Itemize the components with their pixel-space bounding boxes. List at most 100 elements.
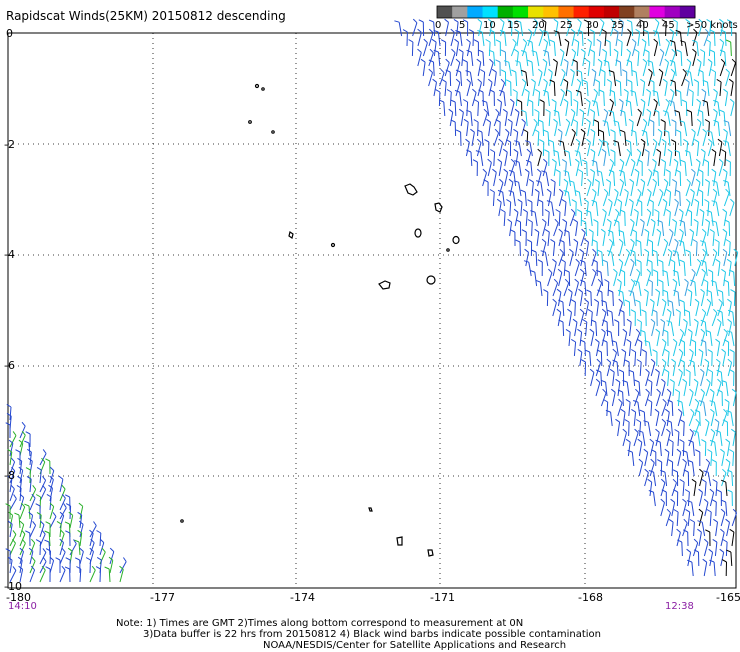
wind-barb	[494, 109, 499, 126]
wind-barb	[625, 249, 630, 266]
wind-barb	[620, 179, 624, 196]
wind-barb	[647, 269, 651, 286]
wind-barb	[664, 179, 668, 196]
wind-barb	[634, 429, 638, 446]
wind-barb	[726, 459, 730, 476]
wind-barb	[631, 310, 635, 326]
wind-barb	[525, 249, 529, 266]
wind-barb	[644, 289, 648, 306]
wind-barb	[731, 59, 735, 76]
legend-label: 0	[435, 20, 441, 31]
wind-barb	[514, 129, 518, 146]
wind-barb	[619, 99, 623, 116]
wind-barb	[576, 90, 582, 106]
wind-barb	[701, 289, 705, 306]
wind-barb	[723, 209, 727, 226]
wind-barb	[486, 119, 490, 136]
wind-barb	[501, 210, 505, 227]
wind-barb	[602, 49, 606, 66]
legend-swatch	[634, 6, 650, 18]
wind-barb	[552, 159, 556, 176]
wind-barb	[514, 209, 518, 226]
wind-barb	[574, 239, 578, 256]
lon-tick-174: -174	[290, 592, 315, 604]
wind-barb	[730, 529, 734, 546]
wind-barb	[571, 29, 575, 46]
wind-barb	[554, 119, 558, 136]
wind-barb	[418, 49, 422, 66]
wind-barb	[511, 70, 516, 86]
wind-barb	[579, 289, 583, 306]
wind-barb	[436, 90, 440, 106]
wind-barb	[714, 120, 720, 136]
wind-barb	[688, 440, 694, 456]
legend-swatch	[498, 6, 514, 18]
wind-barb	[616, 419, 620, 436]
wind-barb	[445, 59, 449, 76]
wind-barb	[597, 39, 601, 56]
lon-tick-168: -168	[578, 592, 603, 604]
wind-barb	[668, 460, 672, 476]
wind-barb	[693, 539, 697, 556]
wind-barb	[637, 260, 642, 276]
wind-barb	[641, 139, 645, 156]
wind-barb	[647, 189, 651, 206]
wind-barb	[694, 379, 698, 396]
wind-barb	[670, 60, 676, 76]
wind-barb	[455, 90, 461, 106]
wind-barb	[680, 229, 684, 246]
wind-barb	[473, 160, 477, 176]
wind-barb	[597, 279, 602, 296]
wind-barb	[594, 220, 598, 236]
wind-barb	[696, 159, 700, 176]
wind-barb	[630, 259, 634, 276]
wind-barb	[618, 199, 622, 216]
wind-barb	[669, 440, 673, 457]
wind-barb	[676, 130, 681, 146]
wind-barb	[36, 540, 40, 555]
wind-barb	[683, 519, 688, 536]
wind-barb	[504, 169, 508, 186]
wind-barb	[697, 59, 701, 76]
wind-barb	[625, 360, 630, 376]
wind-barb	[580, 309, 584, 326]
wind-barb	[679, 241, 686, 257]
wind-barb	[688, 289, 692, 306]
wind-barb	[559, 189, 563, 206]
wind-barb	[729, 79, 733, 96]
wind-barb	[45, 459, 50, 474]
wind-barb	[610, 99, 614, 116]
wind-barb	[511, 230, 516, 246]
wind-barb	[642, 350, 646, 366]
wind-barb	[671, 499, 675, 516]
wind-barb	[598, 59, 602, 76]
wind-barb	[727, 259, 731, 276]
wind-barb	[618, 399, 622, 416]
wind-barb	[459, 109, 463, 126]
wind-barb	[96, 567, 100, 582]
wind-barb	[451, 100, 456, 116]
wind-barb	[636, 420, 640, 437]
wind-barb	[562, 199, 566, 216]
wind-barb	[518, 199, 522, 216]
wind-barb	[718, 290, 724, 306]
wind-barb	[677, 529, 681, 546]
legend-swatch	[604, 6, 620, 18]
wind-barb	[511, 39, 516, 56]
wind-barb	[561, 69, 566, 86]
wind-barb	[558, 141, 565, 156]
wind-barb	[614, 209, 619, 226]
wind-barb	[478, 79, 482, 96]
wind-barb	[581, 129, 585, 146]
lat-tick-0: 0	[6, 28, 13, 40]
wind-barb	[429, 20, 435, 36]
wind-barb	[648, 479, 652, 496]
wind-barb	[474, 40, 478, 56]
wind-barb	[696, 259, 701, 276]
wind-barb	[722, 560, 726, 576]
wind-barb	[496, 40, 501, 56]
wind-barb	[566, 329, 570, 346]
wind-barb	[669, 519, 673, 536]
wind-barb	[506, 80, 511, 96]
island	[256, 85, 259, 88]
